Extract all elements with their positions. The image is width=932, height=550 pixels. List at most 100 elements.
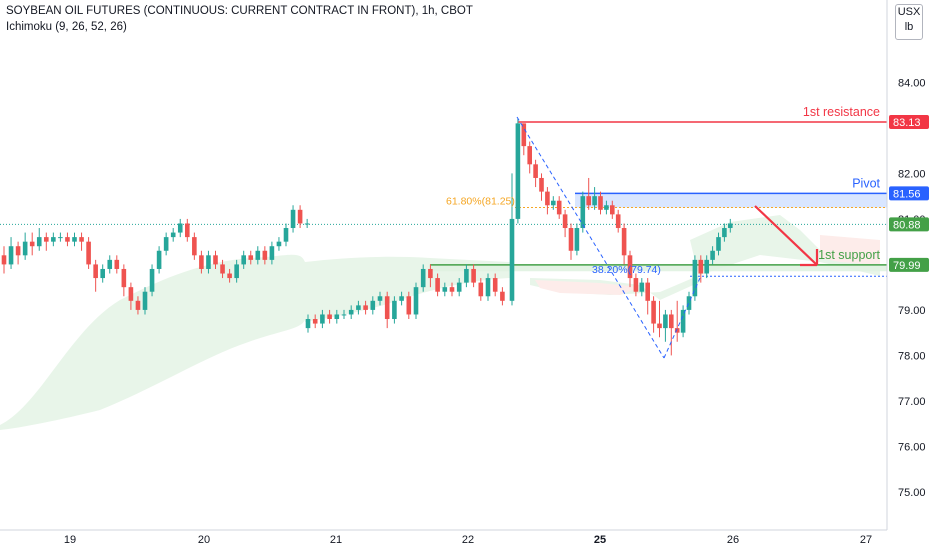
y-tick-label: 79.00: [898, 305, 926, 317]
candle-body: [406, 296, 412, 315]
candle-body: [177, 223, 183, 233]
candle: [420, 264, 426, 292]
candle-body: [135, 300, 141, 310]
candle-body: [255, 250, 261, 260]
price-tag-bg: [889, 257, 929, 272]
candle-body: [686, 296, 692, 310]
candle: [305, 314, 311, 333]
y-tick-label: 77.00: [898, 396, 926, 408]
candle-body: [377, 296, 383, 301]
candle-body: [36, 237, 42, 247]
candle: [464, 264, 469, 288]
price-tag: 83.13: [889, 115, 929, 129]
candle-body: [604, 205, 609, 210]
candle: [327, 309, 332, 324]
candle-body: [392, 300, 397, 320]
candle: [370, 296, 376, 315]
candle: [312, 314, 318, 329]
candle-body: [51, 237, 56, 242]
candle: [604, 200, 609, 215]
x-tick-label: 20: [198, 534, 210, 546]
indicator-label: Ichimoku (9, 26, 52, 26): [6, 21, 127, 33]
candle: [722, 223, 727, 242]
candle: [562, 209, 568, 238]
candle: [478, 278, 484, 301]
candle-body: [663, 314, 668, 329]
candle: [363, 300, 368, 315]
candle: [156, 246, 162, 274]
candle-body: [669, 314, 674, 329]
candle: [8, 237, 14, 269]
levels: [0, 121, 887, 277]
candle-body: [574, 228, 580, 251]
candle-body: [93, 264, 98, 279]
candle: [545, 187, 550, 215]
candle-body: [442, 287, 448, 292]
candle: [248, 250, 254, 265]
candle-body: [722, 228, 727, 238]
candle-body: [370, 300, 376, 310]
candle: [177, 218, 183, 238]
candle: [290, 205, 296, 233]
candle: [107, 255, 113, 274]
candle-body: [456, 282, 462, 292]
candle: [406, 291, 412, 320]
candle: [698, 255, 704, 283]
fib-trend-line: [516, 116, 665, 359]
price-tag-label: 83.13: [893, 117, 921, 129]
price-tag-bg: [889, 217, 929, 232]
candle-body: [399, 296, 404, 301]
support-label: 1st support: [818, 248, 880, 262]
candle-body: [413, 287, 419, 315]
candle: [1, 246, 7, 274]
candle: [621, 223, 627, 265]
candle: [527, 141, 532, 174]
resistance-label: 1st resistance: [803, 105, 880, 119]
candle-body: [334, 314, 340, 320]
candle: [377, 291, 383, 306]
price-tag-label: 79.99: [893, 260, 921, 272]
candle-body: [163, 237, 169, 251]
candle-body: [521, 123, 527, 147]
candle: [728, 218, 733, 233]
candle: [320, 309, 325, 329]
candle: [556, 196, 562, 219]
candle-body: [568, 228, 574, 251]
candle-body: [598, 196, 603, 210]
candles: [1, 118, 733, 356]
candle: [142, 287, 148, 315]
candle: [651, 296, 656, 333]
candle: [692, 255, 698, 301]
support-zone: [430, 264, 887, 272]
unit-selector[interactable]: USX lb: [895, 4, 923, 40]
candle: [704, 255, 709, 279]
candle-body: [305, 319, 311, 329]
candle: [639, 278, 645, 297]
candle: [297, 205, 303, 229]
candle-body: [185, 223, 190, 238]
candle-body: [592, 196, 597, 206]
candle-body: [22, 241, 28, 256]
candle-body: [114, 259, 120, 269]
candle-body: [283, 228, 289, 242]
candle: [435, 273, 440, 297]
candle: [255, 246, 261, 265]
cloud-red-1: [535, 280, 640, 295]
candle-body: [312, 319, 318, 324]
candle: [135, 296, 141, 315]
candle: [163, 232, 169, 256]
x-tick-label: 25: [594, 534, 606, 546]
candle-body: [551, 200, 556, 206]
candle: [627, 250, 633, 288]
unit-line1: USX: [897, 6, 921, 18]
candle-body: [44, 237, 49, 242]
y-tick-label: 82.00: [898, 168, 926, 180]
price-tag: 81.56: [889, 186, 929, 201]
candle-body: [128, 287, 134, 301]
candle-body: [545, 191, 550, 206]
candle-body: [435, 278, 440, 292]
candle-body: [142, 291, 148, 310]
fib-382-label: 38.20%(79.74): [592, 264, 661, 276]
